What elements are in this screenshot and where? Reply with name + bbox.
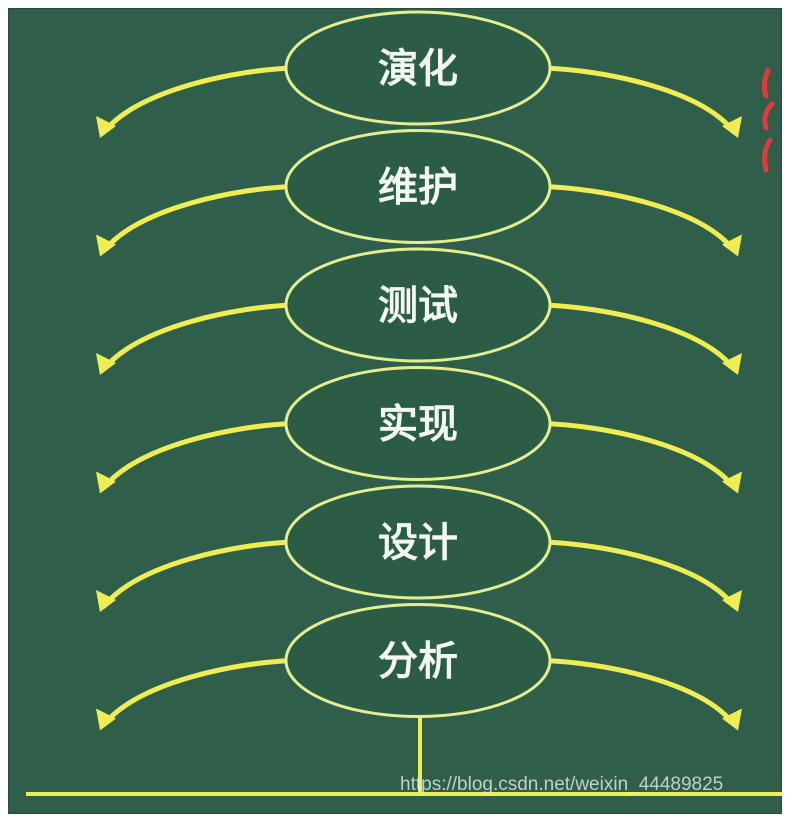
- stage-2-ellipse: [284, 247, 552, 363]
- stage-3-node: 实现: [284, 366, 552, 481]
- stage-3-right-arrowhead: [722, 471, 742, 494]
- stage-5-node: 分析: [284, 603, 552, 718]
- stage-0-label: 演化: [378, 46, 458, 92]
- stage-3-ellipse: [284, 366, 552, 481]
- stage-0-left-arrow: [101, 65, 295, 135]
- structure-layer: [26, 67, 782, 796]
- stage-2-right-arrowhead: [722, 353, 742, 375]
- stage-4-node: 设计: [284, 484, 552, 600]
- arrows-layer: [96, 65, 742, 731]
- stage-2-right-arrow: [541, 302, 737, 372]
- stage-2-left-arrowhead: [96, 353, 116, 375]
- watermark-text: https://blog.csdn.net/weixin_44489825: [400, 774, 724, 795]
- stage-0-right-arrowhead: [722, 116, 742, 138]
- stage-3-label: 实现: [378, 402, 458, 448]
- stage-0-left-arrowhead: [96, 116, 116, 138]
- stage-1-label: 维护: [378, 165, 458, 211]
- stage-1-right-arrowhead: [722, 234, 742, 257]
- stage-3-right-arrow: [541, 421, 737, 490]
- stage-5-right-arrow: [541, 658, 737, 727]
- stage-4-left-arrowhead: [96, 590, 116, 612]
- stages-layer: 分析 设计 实现 测试 维护 演化: [284, 10, 552, 718]
- stage-3-left-arrow: [101, 421, 295, 490]
- stage-2-node: 测试: [284, 247, 552, 363]
- stage-4-ellipse: [284, 484, 552, 600]
- stage-5-label: 分析: [378, 639, 458, 685]
- stage-3-left-arrowhead: [96, 471, 116, 494]
- stage-2-label: 测试: [378, 283, 458, 329]
- stage-1-ellipse: [284, 129, 552, 244]
- stage-0-ellipse: [284, 10, 552, 126]
- stage-4-right-arrow: [541, 539, 737, 609]
- stage-0-node: 演化: [284, 10, 552, 126]
- stage-1-node: 维护: [284, 129, 552, 244]
- stage-5-left-arrowhead: [96, 708, 116, 731]
- stage-1-left-arrow: [101, 184, 295, 253]
- stage-1-left-arrowhead: [96, 234, 116, 257]
- stage-2-left-arrow: [101, 302, 295, 372]
- stage-1-right-arrow: [541, 184, 737, 253]
- stage-5-ellipse: [284, 603, 552, 718]
- red-chalk-marks: [761, 67, 775, 173]
- stage-4-right-arrowhead: [722, 590, 742, 612]
- stage-5-left-arrow: [101, 658, 295, 727]
- stage-5-right-arrowhead: [722, 708, 742, 731]
- stage-0-right-arrow: [541, 65, 737, 135]
- stage-4-left-arrow: [101, 539, 295, 609]
- stage-4-label: 设计: [378, 520, 458, 566]
